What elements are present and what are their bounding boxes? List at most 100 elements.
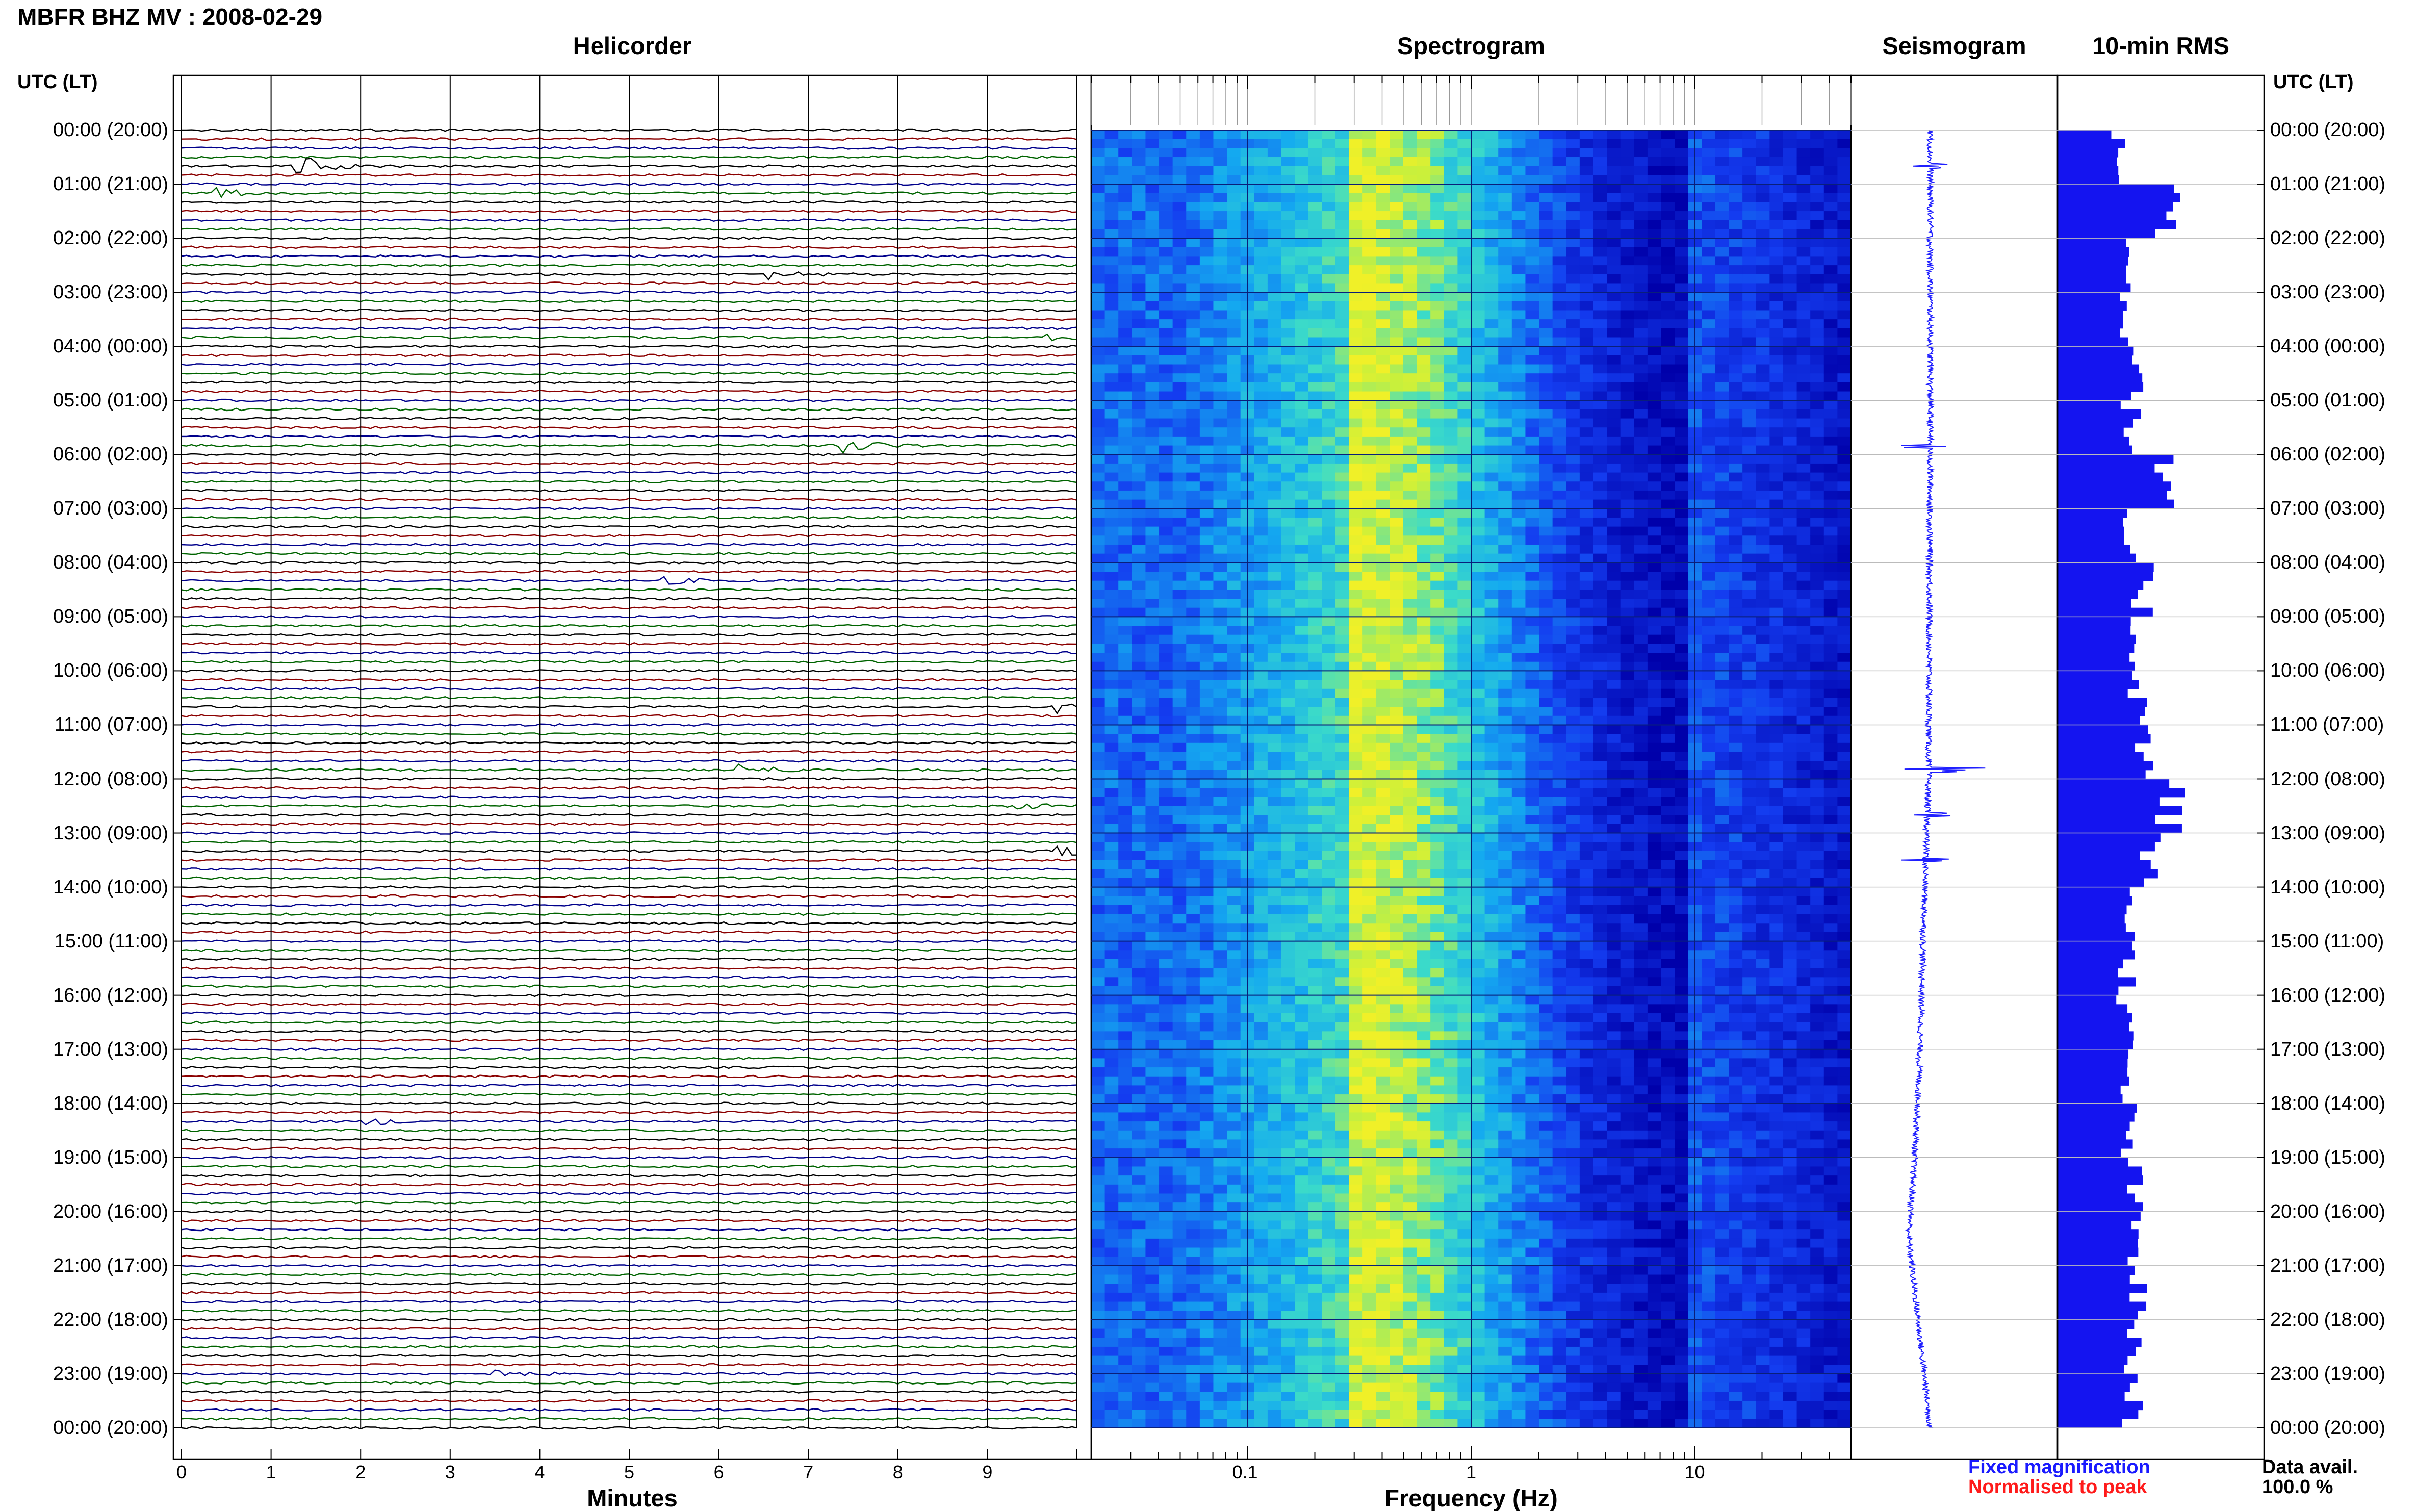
spectrogram-cell [1268, 1175, 1281, 1185]
spectrogram-cell [1390, 1004, 1403, 1013]
spectrogram-cell [1539, 1022, 1553, 1032]
spectrogram-cell [1512, 878, 1526, 887]
spectrogram-cell [1200, 1013, 1214, 1022]
spectrogram-cell [1485, 680, 1499, 689]
spectrogram-cell [1390, 1383, 1403, 1392]
spectrogram-cell [1335, 590, 1349, 599]
spectrogram-cell [1159, 1058, 1173, 1067]
spectrogram-cell [1444, 355, 1458, 365]
spectrogram-cell [1349, 247, 1363, 257]
spectrogram-cell [1498, 346, 1512, 355]
spectrogram-cell [1444, 689, 1458, 698]
spectrogram-cell [1227, 896, 1241, 905]
spectrogram-cell [1281, 1067, 1295, 1077]
spectrogram-cell [1173, 1320, 1187, 1329]
spectrogram-cell [1091, 869, 1105, 878]
spectrogram-cell [1213, 1275, 1227, 1284]
spectrogram-cell [1118, 1058, 1132, 1067]
spectrogram-cell [1525, 1275, 1539, 1284]
spectrogram-cell [1268, 1158, 1281, 1167]
spectrogram-cell [1485, 1121, 1499, 1131]
spectrogram-cell [1430, 274, 1444, 284]
spectrogram-cell [1512, 365, 1526, 374]
spectrogram-cell [1376, 1374, 1390, 1383]
spectrogram-cell [1485, 310, 1499, 319]
spectrogram-cell [1539, 932, 1553, 941]
spectrogram-cell [1498, 202, 1512, 211]
spectrogram-cell [1268, 923, 1281, 932]
spectrogram-cell [1430, 1004, 1444, 1013]
spectrogram-cell [1091, 1104, 1105, 1113]
spectrogram-cell [1186, 599, 1200, 608]
spectrogram-cell [1322, 959, 1335, 968]
spectrogram-cell [1254, 337, 1268, 346]
spectrogram-cell [1457, 301, 1471, 311]
spectrogram-cell [1200, 518, 1214, 527]
spectrogram-cell [1444, 283, 1458, 292]
spectrogram-cell [1485, 166, 1499, 175]
spectrogram-cell [1322, 1347, 1335, 1356]
spectrogram-cell [1525, 1175, 1539, 1185]
spectrogram-cell [1118, 310, 1132, 319]
spectrogram-cell [1417, 590, 1431, 599]
spectrogram-cell [1335, 500, 1349, 509]
spectrogram-cell [1145, 130, 1159, 139]
spectrogram-cell [1105, 202, 1119, 211]
spectrogram-cell [1525, 581, 1539, 590]
spectrogram-cell [1471, 1085, 1485, 1094]
spectrogram-cell [1539, 464, 1553, 473]
spectrogram-cell [1268, 995, 1281, 1005]
spectrogram-cell [1512, 202, 1526, 211]
spectrogram-cell [1525, 382, 1539, 392]
spectrogram-cell [1417, 500, 1431, 509]
spectrogram-cell [1403, 139, 1417, 148]
spectrogram-cell [1362, 508, 1376, 518]
spectrogram-cell [1308, 1320, 1322, 1329]
spectrogram-cell [1362, 887, 1376, 896]
spectrogram-cell [1105, 256, 1119, 265]
spectrogram-cell [1498, 500, 1512, 509]
spectrogram-cell [1322, 770, 1335, 779]
spectrogram-cell [1485, 301, 1499, 311]
spectrogram-cell [1145, 1257, 1159, 1266]
spectrogram-cell [1213, 1320, 1227, 1329]
spectrogram-cell [1430, 1202, 1444, 1212]
spectrogram-cell [1553, 247, 1566, 257]
spectrogram-cell [1132, 1040, 1146, 1049]
spectrogram-cell [1430, 1275, 1444, 1284]
spectrogram-cell [1295, 202, 1308, 211]
spectrogram-cell [1200, 481, 1214, 491]
spectrogram-cell [1295, 481, 1308, 491]
spectrogram-cell [1145, 914, 1159, 924]
spectrogram-cell [1227, 427, 1241, 437]
spectrogram-cell [1295, 382, 1308, 392]
spectrogram-cell [1525, 500, 1539, 509]
spectrogram-cell [1132, 1266, 1146, 1275]
spectrogram-cell [1118, 1121, 1132, 1131]
spectrogram-cell [1091, 950, 1105, 959]
spectrogram-cell [1430, 500, 1444, 509]
spectrogram-cell [1322, 788, 1335, 797]
spectrogram-cell [1444, 508, 1458, 518]
spectrogram-cell [1539, 878, 1553, 887]
spectrogram-cell [1281, 653, 1295, 662]
spectrogram-cell [1268, 581, 1281, 590]
spectrogram-cell [1444, 842, 1458, 851]
spectrogram-cell [1132, 1229, 1146, 1239]
spectrogram-cell [1444, 166, 1458, 175]
spectrogram-cell [1200, 1121, 1214, 1131]
spectrogram-cell [1349, 1112, 1363, 1121]
spectrogram-cell [1539, 319, 1553, 328]
spectrogram-cell [1485, 914, 1499, 924]
spectrogram-cell [1186, 1284, 1200, 1293]
spectrogram-cell [1444, 400, 1458, 409]
spectrogram-cell [1322, 211, 1335, 220]
spectrogram-cell [1512, 653, 1526, 662]
spectrogram-cell [1145, 896, 1159, 905]
spectrogram-cell [1132, 626, 1146, 635]
spectrogram-cell [1308, 491, 1322, 500]
spectrogram-cell [1227, 446, 1241, 455]
spectrogram-cell [1539, 698, 1553, 707]
spectrogram-cell [1525, 283, 1539, 292]
